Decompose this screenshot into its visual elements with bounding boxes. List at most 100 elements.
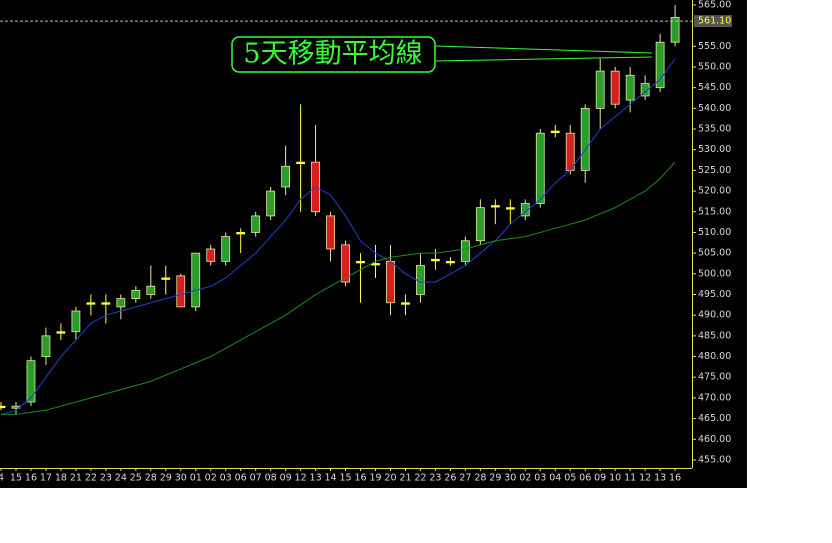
x-tick-label: 06: [579, 473, 591, 484]
y-tick-label: 545.00: [698, 82, 731, 93]
x-tick-label: 08: [265, 473, 277, 484]
y-tick-label: 530.00: [698, 144, 731, 155]
last-price-box: [694, 15, 732, 28]
y-tick-label: 460.00: [698, 434, 731, 445]
moving-average-line: [0, 58, 676, 415]
x-tick-label: 30: [504, 473, 516, 484]
x-tick-label: 05: [564, 473, 576, 484]
y-tick-label: 505.00: [698, 248, 731, 259]
y-tick-label: 500.00: [698, 268, 731, 279]
x-tick-label: 22: [414, 473, 426, 484]
x-tick-label: 04: [549, 473, 561, 484]
x-tick-label: 09: [594, 473, 606, 484]
y-tick-label: 520.00: [698, 186, 731, 197]
y-tick-label: 480.00: [698, 351, 731, 362]
y-tick-label: 470.00: [698, 392, 731, 403]
x-tick-label: 02: [205, 473, 217, 484]
x-tick-label: 03: [534, 473, 546, 484]
candle-body: [266, 190, 276, 217]
x-tick-label: 11: [624, 473, 636, 484]
candle-body: [460, 240, 470, 262]
x-tick-label: 13: [310, 473, 322, 484]
candle-body: [191, 252, 201, 308]
x-tick-label: 18: [55, 473, 67, 484]
y-tick-label: 540.00: [698, 103, 731, 114]
candle-body: [401, 302, 410, 305]
annotation: 5天移動平均線: [243, 39, 422, 70]
candle-body: [356, 261, 365, 264]
callout-line: [434, 56, 653, 62]
x-tick-label: 22: [85, 473, 97, 484]
y-tick-label: 510.00: [698, 227, 731, 238]
y-tick-label: 485.00: [698, 330, 731, 341]
candle-body: [371, 263, 380, 266]
candle-body: [236, 232, 246, 235]
candle-body: [475, 207, 485, 242]
x-tick-label: 25: [130, 473, 142, 484]
x-tick-label: 07: [250, 473, 262, 484]
y-tick-label: 455.00: [698, 454, 731, 465]
candle-body: [670, 16, 680, 43]
x-tick-label: 06: [235, 473, 247, 484]
candle-body: [101, 302, 111, 305]
x-tick-label: 17: [40, 473, 52, 484]
x-tick-label: 12: [639, 473, 651, 484]
x-tick-label: 16: [25, 473, 37, 484]
candle-body: [625, 74, 635, 101]
x-tick-label: 21: [70, 473, 82, 484]
candle-body: [505, 207, 515, 210]
candle-body: [445, 261, 455, 264]
x-tick-label: 27: [459, 473, 471, 484]
y-tick-label: 565.00: [698, 0, 731, 10]
x-tick-label: 28: [145, 473, 157, 484]
x-tick-label: 29: [160, 473, 172, 484]
candle-body: [326, 215, 335, 250]
candle-body: [161, 277, 171, 280]
x-tick-label: 19: [369, 473, 381, 484]
candle-body: [131, 289, 141, 300]
candle-body: [0, 405, 6, 409]
candle-body: [520, 203, 530, 217]
x-tick-label: 30: [175, 473, 187, 484]
x-tick-label: 16: [669, 473, 681, 484]
x-tick-label: 09: [280, 473, 292, 484]
y-tick-label: 555.00: [698, 41, 731, 52]
x-tick-label: 23: [429, 473, 441, 484]
x-tick-label: 28: [474, 473, 486, 484]
candle-body: [71, 310, 81, 333]
candle-body: [655, 41, 665, 89]
y-tick-label: 515.00: [698, 206, 731, 217]
x-tick-label: 15: [339, 473, 351, 484]
x-tick-label: 12: [295, 473, 307, 484]
candle-body: [281, 165, 291, 188]
x-tick-label: 13: [654, 473, 666, 484]
plot-area: [0, 4, 680, 415]
x-tick-label: 03: [220, 473, 232, 484]
candle-body: [535, 132, 545, 204]
candle-body: [640, 83, 650, 97]
candle-body: [595, 70, 605, 109]
x-tick-label: 15: [10, 473, 22, 484]
candle-body: [386, 261, 395, 304]
x-tick-label: 14: [325, 473, 337, 484]
x-tick-label: 21: [399, 473, 411, 484]
x-tick-label: 26: [444, 473, 456, 484]
candle-body: [550, 130, 560, 134]
x-tick-label: 24: [115, 473, 127, 484]
candle-body: [86, 302, 96, 305]
x-tick-label: 20: [384, 473, 396, 484]
candle-body: [490, 205, 500, 208]
candle-body: [146, 285, 156, 295]
candle-body: [610, 70, 620, 105]
y-tick-label: 490.00: [698, 310, 731, 321]
candle-body: [56, 331, 66, 334]
x-tick-label: 10: [609, 473, 621, 484]
candle-body: [26, 360, 36, 403]
x-tick-label: 29: [489, 473, 501, 484]
x-tick-label: 4: [0, 473, 4, 484]
candle-body: [206, 248, 216, 262]
candle-body: [41, 335, 51, 357]
y-tick-label: 550.00: [698, 62, 731, 73]
chart-background: [0, 0, 747, 488]
